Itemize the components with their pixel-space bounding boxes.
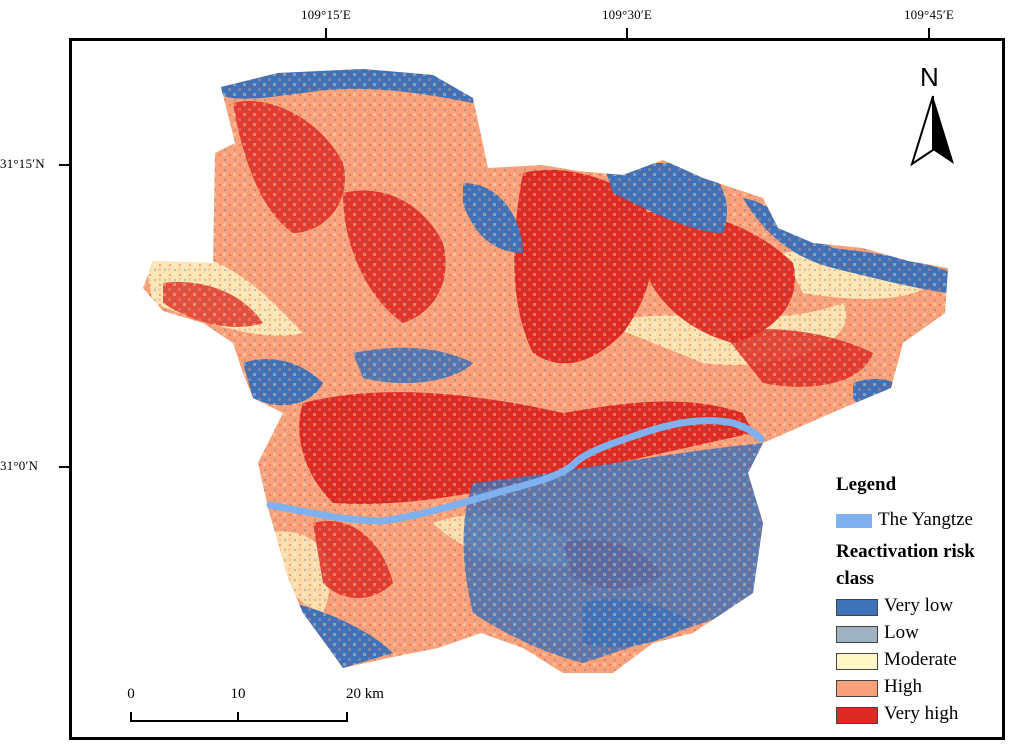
scale-tick (346, 712, 348, 722)
latitude-label-31-15: 31°15′N (0, 156, 45, 171)
legend-swatch (836, 599, 878, 616)
north-label: N (920, 62, 939, 92)
longitude-label-109-30: 109°30′E (601, 7, 653, 22)
risk-class-title: Reactivation risk class (836, 541, 975, 589)
river-label: The Yangtze (878, 509, 973, 530)
scale-bar: 0 10 20 km (120, 686, 384, 726)
longitude-label-109-15: 109°15′E (300, 7, 352, 22)
latitude-label-31-0: 31°0′N (0, 458, 39, 473)
river-swatch (836, 514, 872, 528)
scale-line (130, 720, 348, 722)
legend-label: Moderate (884, 649, 957, 670)
tick-mark (59, 164, 71, 166)
legend-label: Very high (884, 703, 959, 724)
scale-tick (130, 712, 132, 722)
legend-label: High (884, 676, 922, 697)
scale-tick (237, 712, 239, 722)
legend-label: Very low (884, 595, 954, 616)
legend-swatch (836, 707, 878, 724)
tick-mark (626, 28, 628, 40)
yangtze-river (266, 417, 765, 525)
tick-mark (325, 28, 327, 40)
risk-map (143, 69, 948, 673)
scale-label-10: 10 (230, 686, 246, 702)
legend-swatch (836, 626, 878, 643)
scale-label-20: 20 km (346, 686, 384, 702)
legend-title: Legend (836, 474, 897, 495)
tick-mark (928, 28, 930, 40)
tick-mark (59, 466, 71, 468)
legend-label: Low (884, 622, 919, 643)
scale-label-0: 0 (127, 686, 135, 702)
legend-swatch (836, 653, 878, 670)
north-arrow-icon (910, 95, 954, 167)
legend-swatch (836, 680, 878, 697)
longitude-label-109-45: 109°45′E (903, 7, 955, 22)
map-frame (69, 38, 1005, 740)
